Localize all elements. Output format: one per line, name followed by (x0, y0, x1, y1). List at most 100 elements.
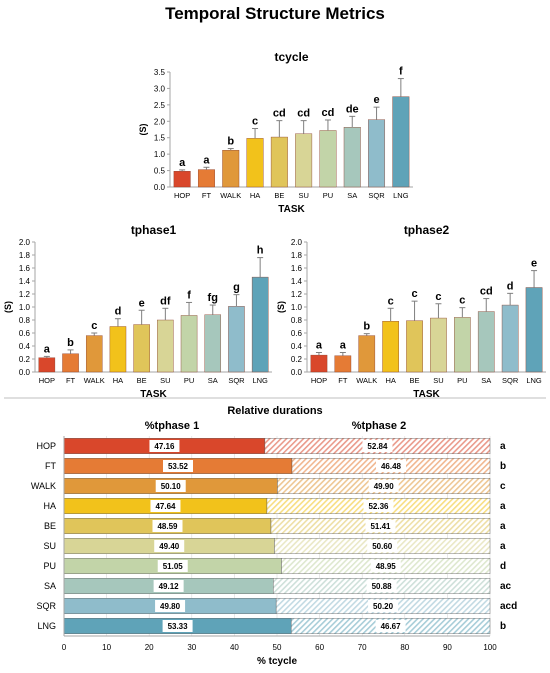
significance-letter-3-PU: d (500, 561, 506, 572)
value-box-phase2-FT (375, 460, 406, 472)
x-tick-label-2-SA: SA (481, 376, 491, 385)
significance-letter-3-BE: a (500, 521, 506, 532)
significance-letter-0-SU: cd (297, 108, 310, 120)
significance-letter-0-HA: c (252, 116, 258, 128)
x-tick-label-3-0: 0 (62, 643, 67, 652)
value-label-phase2-PU: 48.95 (376, 562, 397, 571)
bar-1-LNG (251, 276, 269, 373)
x-tick-label-3-7: 70 (358, 643, 367, 652)
value-box-phase2-SU (367, 540, 398, 552)
x-axis-label-0: TASK (278, 204, 305, 215)
x-tick-label-2-PU: PU (457, 376, 467, 385)
value-box-phase2-WALK (368, 480, 399, 492)
y-category-label-SA: SA (44, 581, 56, 591)
x-tick-label-2-FT: FT (338, 376, 348, 385)
value-box-phase1-SQR (155, 600, 186, 612)
bar-0-HA (246, 138, 264, 188)
y-tick-label-2-1: 0.2 (291, 355, 303, 364)
x-tick-label-1-HOP: HOP (39, 376, 55, 385)
x-tick-label-1-LNG: LNG (252, 376, 268, 385)
chart-title-1: tphase1 (131, 223, 177, 237)
bar-1-SU (157, 319, 174, 373)
significance-letter-3-LNG: b (500, 621, 506, 632)
y-axis-label-0: (S) (138, 124, 148, 136)
value-label-phase2-SU: 50.60 (372, 542, 393, 551)
value-label-phase2-WALK: 49.90 (374, 482, 395, 491)
y-category-label-PU: PU (43, 561, 56, 571)
x-tick-label-0-HOP: HOP (174, 191, 190, 200)
significance-letter-3-SU: a (500, 541, 506, 552)
value-label-phase2-HOP: 52.84 (367, 442, 388, 451)
y-tick-label-1-7: 1.4 (19, 277, 31, 286)
y-category-label-LNG: LNG (37, 621, 56, 631)
bar-2-SU (430, 317, 447, 373)
y-tick-label-2-3: 0.6 (291, 329, 303, 338)
significance-letter-0-FT: a (203, 154, 210, 166)
x-tick-label-2-SQR: SQR (502, 376, 519, 385)
bar-0-SA (343, 126, 361, 188)
bar-1-HOP (38, 357, 56, 373)
bar-1-HA (109, 326, 127, 373)
value-box-phase1-SU (154, 540, 185, 552)
significance-letter-2-HOP: a (316, 340, 323, 352)
y-category-label-HOP: HOP (36, 441, 56, 451)
y-tick-label-2-2: 0.4 (291, 342, 303, 351)
significance-letter-3-SA: ac (500, 581, 512, 592)
x-tick-label-3-3: 30 (187, 643, 196, 652)
x-tick-label-1-PU: PU (184, 376, 194, 385)
bar-0-LNG (392, 96, 410, 188)
value-label-phase2-SA: 50.88 (372, 582, 393, 591)
significance-letter-0-HOP: a (179, 157, 186, 169)
y-category-label-FT: FT (45, 461, 56, 471)
bar-2-FT (334, 355, 352, 373)
bar-2-HOP (310, 354, 328, 373)
y-tick-label-2-7: 1.4 (291, 277, 303, 286)
bar-0-SU (295, 133, 313, 188)
y-tick-label-2-0: 0.0 (291, 368, 303, 377)
value-box-phase1-LNG (162, 620, 193, 632)
x-tick-label-0-WALK: WALK (220, 191, 241, 200)
x-tick-label-2-HOP: HOP (311, 376, 327, 385)
significance-letter-2-SU: c (435, 291, 441, 303)
significance-letter-2-FT: a (340, 340, 347, 352)
bar-0-HOP (173, 171, 191, 188)
x-axis-label-3: % tcycle (257, 656, 297, 667)
value-box-phase1-HA (150, 500, 181, 512)
value-box-phase2-LNG (375, 620, 406, 632)
bar-2-SQR (501, 304, 519, 373)
significance-letter-3-SQR: acd (500, 601, 517, 612)
value-box-phase1-SA (153, 580, 184, 592)
significance-letter-2-WALK: b (363, 321, 370, 333)
y-tick-label-2-9: 1.8 (291, 251, 303, 260)
y-tick-label-1-1: 0.2 (19, 355, 31, 364)
x-tick-label-3-5: 50 (273, 643, 282, 652)
y-tick-label-2-4: 0.8 (291, 316, 303, 325)
bar-2-SA (477, 311, 495, 373)
value-label-phase1-HOP: 47.16 (154, 442, 175, 451)
significance-letter-0-SQR: e (373, 94, 379, 106)
value-box-phase1-PU (157, 560, 188, 572)
x-tick-label-1-SA: SA (208, 376, 218, 385)
bar-1-WALK (85, 335, 103, 373)
x-tick-label-3-4: 40 (230, 643, 239, 652)
y-tick-label-0-2: 1.0 (154, 150, 166, 159)
x-tick-label-0-PU: PU (323, 191, 333, 200)
x-axis-label-2: TASK (413, 389, 440, 400)
value-label-phase2-FT: 46.48 (381, 462, 402, 471)
value-label-phase2-SQR: 50.20 (373, 602, 394, 611)
y-category-label-BE: BE (44, 521, 56, 531)
y-tick-label-0-6: 3.0 (154, 84, 166, 93)
significance-letter-2-SA: cd (480, 286, 493, 298)
x-tick-label-1-SQR: SQR (228, 376, 245, 385)
x-tick-label-1-BE: BE (137, 376, 147, 385)
significance-letter-3-HOP: a (500, 441, 506, 452)
bar-0-PU (319, 130, 337, 188)
significance-letter-1-HOP: a (44, 343, 51, 355)
significance-letter-1-FT: b (67, 337, 74, 349)
significance-letter-1-BE: e (139, 297, 145, 309)
y-tick-label-1-5: 1.0 (19, 303, 31, 312)
y-tick-label-1-10: 2.0 (19, 238, 31, 247)
y-tick-label-2-6: 1.2 (291, 290, 303, 299)
x-tick-label-0-SQR: SQR (368, 191, 385, 200)
